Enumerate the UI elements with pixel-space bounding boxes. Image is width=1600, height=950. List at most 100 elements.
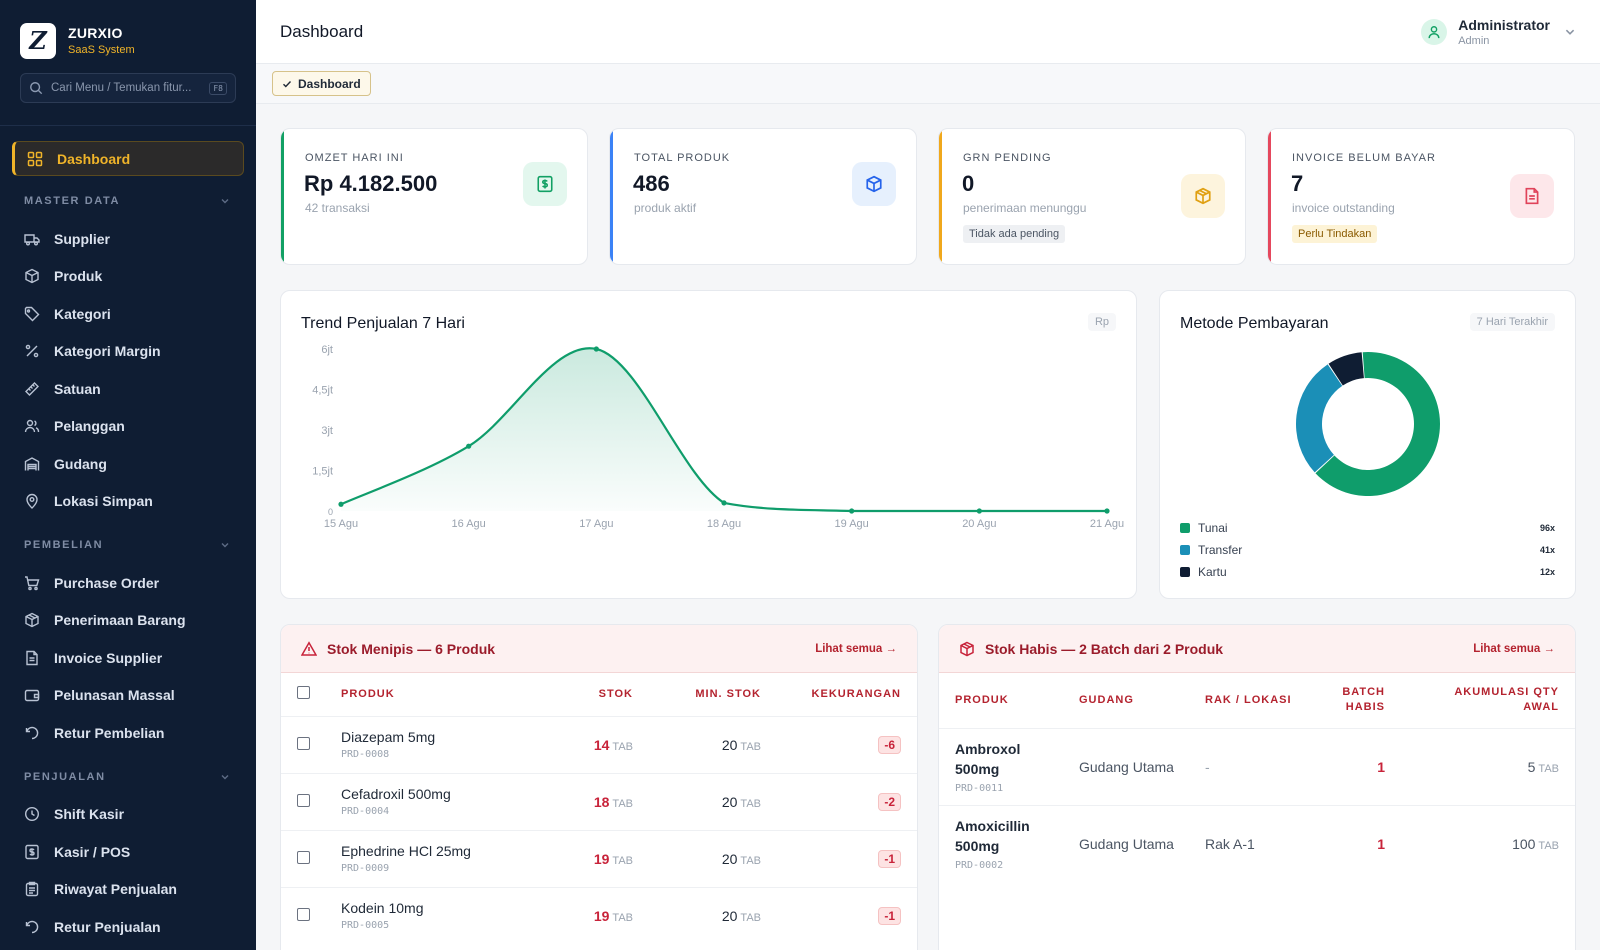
nav-section-pembelian[interactable]: PEMBELIAN	[12, 526, 244, 564]
sidebar-item-label: Invoice Supplier	[54, 649, 163, 666]
sidebar-item-riwayat-penjualan[interactable]: Riwayat Penjualan	[12, 871, 244, 909]
sidebar-item-invoice-supplier[interactable]: Invoice Supplier	[12, 639, 244, 677]
trend-chart-card: Trend Penjualan 7 Hari Rp 0 1,5jt 3jt 4,5jt…	[280, 290, 1137, 599]
stat-label: INVOICE BELUM BAYAR	[1292, 152, 1436, 164]
legend-item[interactable]: Tunai 96x	[1180, 517, 1555, 539]
undo-icon	[25, 920, 39, 933]
low-stock-table: PRODUK STOK MIN. STOK KEKURANGAN Diazepa…	[281, 673, 917, 944]
col-header-stok[interactable]: STOK	[598, 688, 633, 701]
payment-donut-chart	[1296, 352, 1440, 496]
sidebar-item-dashboard[interactable]: Dashboard	[12, 141, 244, 176]
row-checkbox[interactable]	[297, 736, 310, 750]
sidebar-item-shift-kasir[interactable]: Shift Kasir	[12, 796, 244, 834]
stat-card-invoice-belum-bayar[interactable]: INVOICE BELUM BAYAR 7 invoice outstandin…	[1267, 128, 1575, 265]
arrow-right-icon: →	[885, 642, 898, 655]
sidebar-item-label: Riwayat Penjualan	[54, 881, 177, 898]
col-header-gudang[interactable]: GUDANG	[1079, 694, 1134, 707]
nav-section-master-data[interactable]: MASTER DATA	[12, 182, 244, 220]
trend-point[interactable]	[1104, 508, 1110, 514]
sidebar-item-gudang[interactable]: Gudang	[12, 445, 244, 483]
donut-slice[interactable]	[1296, 364, 1343, 473]
row-checkbox[interactable]	[297, 850, 310, 864]
sidebar-item-satuan[interactable]: Satuan	[12, 370, 244, 408]
user-menu[interactable]: Administrator Admin	[1421, 17, 1576, 47]
low-stock-view-all-link[interactable]: Lihat semua →	[815, 643, 897, 655]
sidebar-item-penerimaan-barang[interactable]: Penerimaan Barang	[12, 602, 244, 640]
stat-card-grn-pending[interactable]: GRN PENDING 0 penerimaan menunggu Tidak …	[938, 128, 1246, 265]
donut-slice[interactable]	[1315, 352, 1440, 496]
unit-label: TAB	[612, 740, 633, 753]
min-stock-value: 20	[721, 736, 738, 753]
sidebar-item-purchase-order[interactable]: Purchase Order	[12, 564, 244, 602]
col-header-rak-lokasi[interactable]: RAK / LOKASI	[1205, 693, 1292, 706]
col-header-akumulasi-qty-awal[interactable]: AKUMULASI QTY AWAL	[1454, 686, 1559, 714]
trend-point[interactable]	[849, 508, 855, 514]
row-checkbox[interactable]	[297, 907, 310, 921]
x-tick-label: 18 Agu	[707, 518, 741, 530]
map-pin-icon	[26, 494, 38, 510]
trend-point[interactable]	[466, 443, 472, 449]
table-row[interactable]: Cefadroxil 500mg PRD-0004 18 TAB 20 TAB -2	[281, 772, 917, 830]
brand-logo: Z	[20, 22, 56, 59]
legend-item[interactable]: Kartu 12x	[1180, 561, 1555, 583]
menu-search[interactable]: F8	[20, 73, 236, 103]
col-header-min-stok[interactable]: MIN. STOK	[695, 688, 761, 701]
sidebar-item-lokasi-simpan[interactable]: Lokasi Simpan	[12, 483, 244, 521]
select-all-checkbox[interactable]	[297, 686, 310, 700]
sidebar-item-label: Kategori	[54, 305, 111, 322]
row-checkbox[interactable]	[297, 793, 310, 807]
col-header-kekurangan[interactable]: KEKURANGAN	[811, 688, 901, 701]
sidebar-item-produk[interactable]: Produk	[12, 258, 244, 296]
chart-title: Trend Penjualan 7 Hari	[301, 315, 465, 332]
stock-value: 19	[593, 850, 610, 867]
sidebar-item-label: Lokasi Simpan	[54, 493, 153, 510]
table-row[interactable]: Diazepam 5mg PRD-0008 14 TAB 20 TAB -6	[281, 715, 917, 773]
chevron-down-icon	[221, 774, 229, 779]
trend-point[interactable]	[593, 346, 599, 352]
sidebar-item-kategori[interactable]: Kategori	[12, 295, 244, 333]
product-code: PRD-0009	[341, 863, 390, 874]
batch-count: 1	[1295, 727, 1385, 805]
nav-section-penjualan[interactable]: PENJUALAN	[12, 758, 244, 796]
user-icon	[1428, 25, 1440, 38]
donut-slice[interactable]	[1328, 352, 1364, 386]
trend-area-fill	[341, 348, 1107, 511]
col-header-produk[interactable]: PRODUK	[341, 688, 395, 701]
brand-name: ZURXIO	[68, 25, 123, 41]
sidebar-item-retur-pembelian[interactable]: Retur Pembelian	[12, 714, 244, 752]
table-row[interactable]: Ambroxol 500mg PRD-0011 Gudang Utama - 1 …	[939, 727, 1575, 805]
sidebar-item-kategori-margin[interactable]: Kategori Margin	[12, 333, 244, 371]
table-row[interactable]: Amoxicillin 500mg PRD-0002 Gudang Utama R…	[939, 804, 1575, 882]
x-tick-label: 21 Agu	[1090, 518, 1124, 530]
stat-value: Rp 4.182.500	[304, 171, 438, 196]
tab-dashboard[interactable]: Dashboard	[272, 71, 371, 96]
trend-point[interactable]	[721, 500, 727, 506]
col-header-produk[interactable]: PRODUK	[955, 694, 1009, 707]
stat-card-omzet[interactable]: OMZET HARI INI Rp 4.182.500 42 transaksi	[280, 128, 588, 265]
stat-icon-box	[1510, 174, 1554, 218]
sidebar-item-label: Dashboard	[57, 150, 131, 167]
menu-search-input[interactable]	[51, 82, 210, 94]
unit-label: TAB	[740, 797, 761, 810]
stat-subtext: penerimaan menunggu	[963, 201, 1087, 215]
sidebar-item-supplier[interactable]: Supplier	[12, 220, 244, 258]
sidebar-item-kasir-pos[interactable]: Kasir / POS	[12, 833, 244, 871]
table-row[interactable]: Kodein 10mg PRD-0005 19 TAB 20 TAB -1	[281, 886, 917, 944]
sidebar-item-retur-penjualan[interactable]: Retur Penjualan	[12, 908, 244, 946]
y-tick-label: 1,5jt	[312, 466, 333, 478]
sidebar-item-pelunasan-massal[interactable]: Pelunasan Massal	[12, 677, 244, 715]
deficit-badge: -6	[878, 735, 901, 754]
legend-item[interactable]: Transfer 41x	[1180, 539, 1555, 561]
trend-point[interactable]	[338, 501, 344, 507]
col-header-batch-habis[interactable]: BATCH HABIS	[1342, 686, 1385, 714]
brand[interactable]: Z ZURXIO SaaS System	[0, 0, 256, 62]
trend-point[interactable]	[976, 508, 982, 514]
table-row[interactable]: Ephedrine HCl 25mg PRD-0009 19 TAB 20 TAB -…	[281, 829, 917, 887]
out-of-stock-view-all-link[interactable]: Lihat semua →	[1473, 643, 1555, 655]
sidebar-item-pelanggan[interactable]: Pelanggan	[12, 408, 244, 446]
stat-icon-box	[852, 162, 896, 206]
qty-value: 5	[1527, 758, 1536, 775]
stat-card-total-produk[interactable]: TOTAL PRODUK 486 produk aktif	[609, 128, 917, 265]
legend-swatch	[1180, 523, 1190, 533]
package-icon	[960, 641, 974, 656]
